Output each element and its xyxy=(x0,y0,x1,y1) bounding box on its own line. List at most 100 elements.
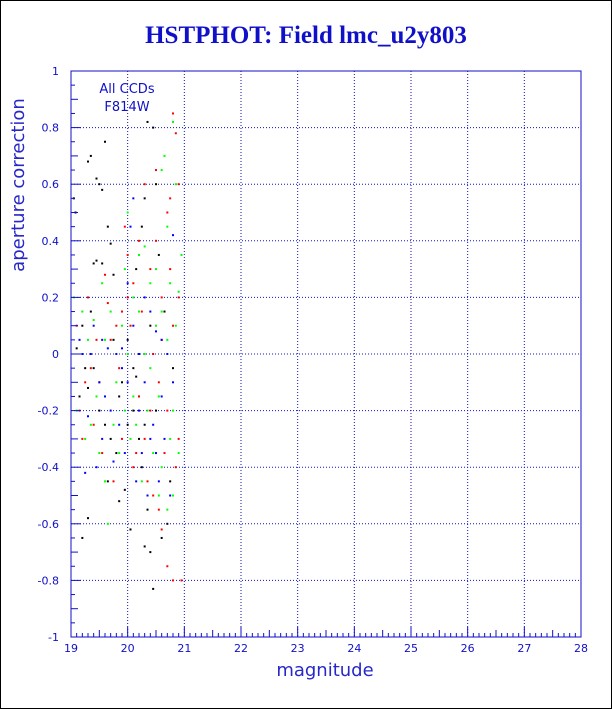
data-point-series-3 xyxy=(160,169,163,172)
data-point-series-3 xyxy=(98,452,101,455)
data-point-series-0 xyxy=(129,528,132,531)
data-point-series-0 xyxy=(132,409,135,412)
data-point-series-1 xyxy=(87,296,89,299)
data-point-series-1 xyxy=(163,452,166,455)
data-point-series-0 xyxy=(140,466,143,469)
data-point-series-1 xyxy=(160,296,163,299)
x-tick-label: 22 xyxy=(234,642,248,655)
data-point-series-1 xyxy=(172,579,174,582)
y-tick-label: -0.6 xyxy=(38,518,59,531)
data-point-series-2 xyxy=(98,381,101,384)
y-tick-label: -0.2 xyxy=(38,405,59,418)
data-point-series-2 xyxy=(118,423,121,426)
x-tick-label: 28 xyxy=(574,642,588,655)
x-tick-label: 21 xyxy=(177,642,191,655)
data-point-series-1 xyxy=(143,183,146,186)
data-point-series-3 xyxy=(172,409,174,412)
data-points xyxy=(72,112,183,590)
data-point-series-3 xyxy=(143,245,146,248)
data-point-series-3 xyxy=(121,324,123,327)
data-point-series-1 xyxy=(101,452,104,455)
data-point-series-3 xyxy=(155,268,157,271)
data-point-series-2 xyxy=(129,225,132,228)
data-point-series-2 xyxy=(87,415,89,418)
data-point-series-1 xyxy=(129,324,132,327)
data-point-series-2 xyxy=(155,330,157,333)
data-point-series-0 xyxy=(89,154,92,157)
data-point-series-0 xyxy=(146,120,149,123)
data-point-series-0 xyxy=(121,381,123,384)
data-point-series-1 xyxy=(118,367,121,370)
data-point-series-3 xyxy=(169,437,172,440)
data-point-series-1 xyxy=(104,273,106,276)
data-point-series-2 xyxy=(163,437,166,440)
data-point-series-2 xyxy=(132,324,135,327)
data-point-series-0 xyxy=(169,480,172,483)
data-point-series-1 xyxy=(81,437,84,440)
data-point-series-1 xyxy=(177,296,180,299)
data-point-series-3 xyxy=(104,480,106,483)
data-point-series-0 xyxy=(135,375,138,378)
data-point-series-3 xyxy=(143,353,146,355)
data-point-series-2 xyxy=(78,338,81,341)
x-tick-label: 27 xyxy=(517,642,531,655)
data-point-series-0 xyxy=(87,517,89,520)
data-point-series-3 xyxy=(140,480,143,483)
data-point-series-2 xyxy=(132,197,135,200)
data-point-series-1 xyxy=(115,324,118,327)
data-point-series-2 xyxy=(104,395,106,398)
data-point-series-3 xyxy=(138,310,140,313)
data-point-series-1 xyxy=(92,423,95,426)
data-point-series-2 xyxy=(109,409,112,412)
data-point-series-2 xyxy=(160,338,163,341)
data-point-series-1 xyxy=(166,211,169,214)
annotation-ccds: All CCDs xyxy=(99,82,154,97)
data-point-series-3 xyxy=(166,508,169,511)
data-point-series-2 xyxy=(140,452,143,455)
y-tick-label: 0.2 xyxy=(42,291,60,304)
data-point-series-3 xyxy=(115,381,118,384)
data-point-series-0 xyxy=(81,324,84,327)
data-point-series-0 xyxy=(112,338,115,341)
y-tick-label: -0.4 xyxy=(38,461,59,474)
data-point-series-0 xyxy=(155,183,157,186)
y-axis-label: aperture correction xyxy=(8,98,29,272)
y-tick-label: 1 xyxy=(52,65,59,78)
data-point-series-3 xyxy=(135,423,138,426)
data-point-series-2 xyxy=(135,480,138,483)
data-point-series-2 xyxy=(121,347,123,350)
data-point-series-3 xyxy=(126,353,129,355)
data-point-series-3 xyxy=(152,452,155,455)
data-point-series-3 xyxy=(87,338,89,341)
data-point-series-3 xyxy=(163,154,166,157)
data-point-series-0 xyxy=(118,395,121,398)
data-point-series-1 xyxy=(174,466,177,469)
data-point-series-1 xyxy=(89,367,92,370)
data-point-series-1 xyxy=(135,452,138,455)
data-point-series-0 xyxy=(106,225,109,228)
data-point-series-0 xyxy=(92,367,95,370)
data-point-series-1 xyxy=(180,579,183,582)
data-point-series-0 xyxy=(160,536,163,539)
data-point-series-3 xyxy=(160,310,163,313)
data-point-series-3 xyxy=(138,253,140,256)
data-point-series-3 xyxy=(174,324,177,327)
data-point-series-2 xyxy=(115,353,118,355)
data-point-series-0 xyxy=(104,423,106,426)
data-point-series-0 xyxy=(146,508,149,511)
y-tick-label: -1 xyxy=(48,631,59,644)
data-point-series-2 xyxy=(149,437,152,440)
data-point-series-3 xyxy=(95,395,98,398)
data-point-series-3 xyxy=(104,338,106,341)
data-point-series-1 xyxy=(84,381,87,384)
data-point-series-3 xyxy=(166,338,169,341)
data-point-series-2 xyxy=(138,353,140,355)
data-point-series-0 xyxy=(140,225,143,228)
data-point-series-3 xyxy=(129,437,132,440)
axes xyxy=(70,70,582,638)
data-point-series-1 xyxy=(126,253,129,256)
data-point-series-1 xyxy=(95,338,98,341)
data-point-series-1 xyxy=(152,494,155,497)
data-point-series-3 xyxy=(155,324,157,327)
